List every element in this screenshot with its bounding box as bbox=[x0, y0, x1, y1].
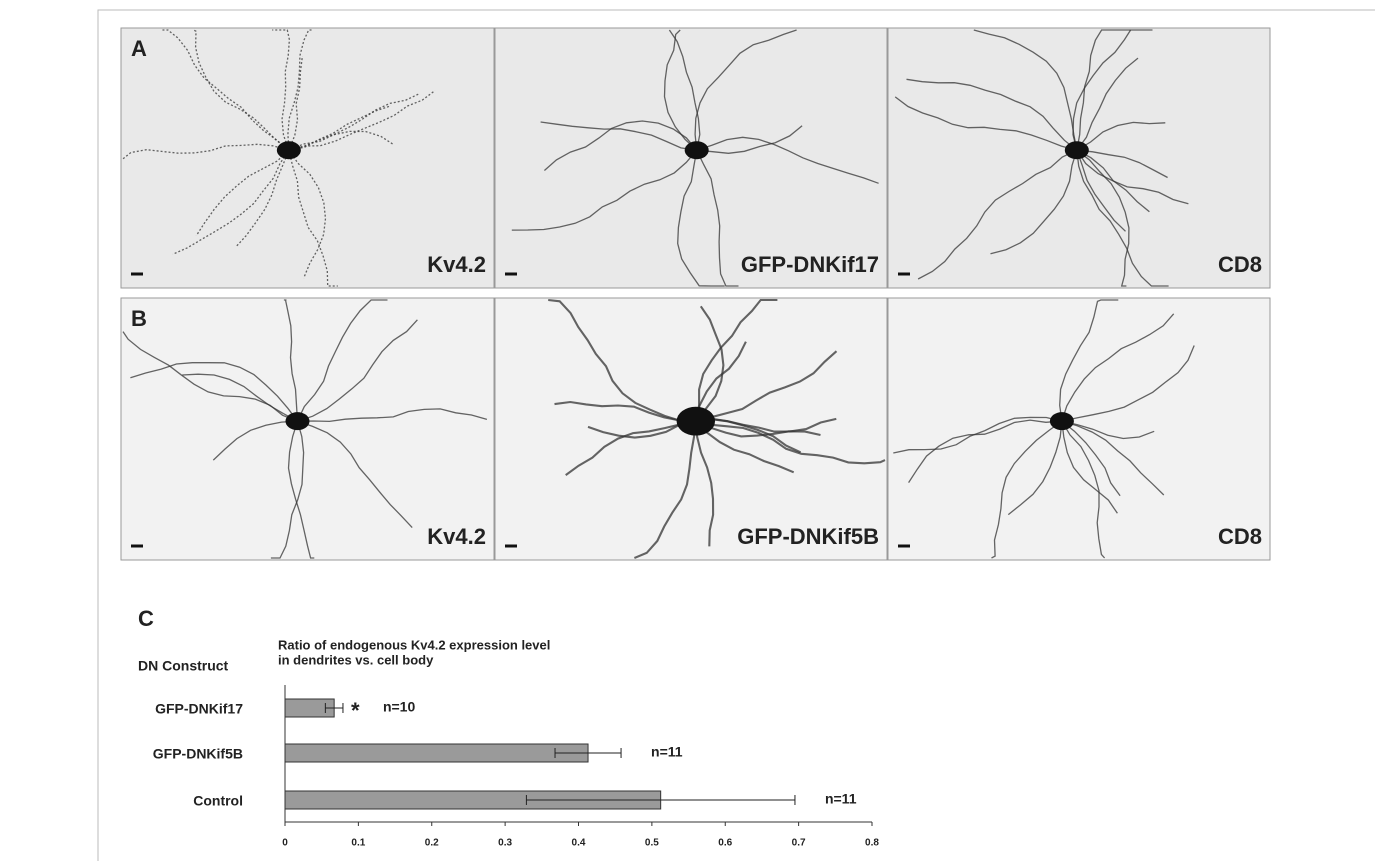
image-label: GFP-DNKif5B bbox=[737, 524, 879, 549]
y-tick-label: GFP-DNKif5B bbox=[153, 746, 243, 762]
cell-body bbox=[685, 141, 709, 159]
n-label: n=11 bbox=[651, 744, 683, 760]
x-tick-label: 0.4 bbox=[572, 838, 586, 849]
image-label: GFP-DNKif17 bbox=[741, 252, 879, 277]
n-label: n=11 bbox=[825, 791, 857, 807]
image-label: Kv4.2 bbox=[427, 252, 486, 277]
micrograph: GFP-DNKif17 bbox=[495, 28, 887, 288]
chart-title: Ratio of endogenous Kv4.2 expression lev… bbox=[278, 637, 550, 652]
x-tick-label: 0 bbox=[282, 838, 288, 849]
chart-title: in dendrites vs. cell body bbox=[278, 652, 434, 667]
cell-body bbox=[277, 141, 301, 159]
figure: Kv4.2 GFP-DNKif17 CD8 A Kv4.2 GFP-DNKif5B CD8 B… bbox=[0, 0, 1375, 861]
micrograph-bg bbox=[121, 298, 494, 560]
image-label: Kv4.2 bbox=[427, 524, 486, 549]
cell-body bbox=[1065, 141, 1089, 159]
micrograph: CD8 bbox=[888, 28, 1270, 288]
significance-label: * bbox=[351, 698, 360, 723]
y-tick-label: Control bbox=[193, 793, 243, 809]
n-label: n=10 bbox=[383, 699, 416, 715]
micrograph-bg bbox=[888, 298, 1270, 560]
micrograph-bg bbox=[121, 28, 494, 288]
micrograph: GFP-DNKif5B bbox=[495, 298, 887, 560]
panel-label: B bbox=[131, 306, 147, 331]
panel-label: C bbox=[138, 606, 154, 631]
x-tick-label: 0.5 bbox=[645, 838, 659, 849]
page: Kv4.2 GFP-DNKif17 CD8 A Kv4.2 GFP-DNKif5B CD8 B… bbox=[0, 0, 1375, 861]
x-tick-label: 0.8 bbox=[865, 838, 879, 849]
image-label: CD8 bbox=[1218, 252, 1262, 277]
y-tick-label: GFP-DNKif17 bbox=[155, 701, 243, 717]
x-tick-label: 0.3 bbox=[498, 838, 512, 849]
x-tick-label: 0.6 bbox=[718, 838, 732, 849]
cell-body bbox=[1050, 412, 1074, 430]
micrograph: CD8 bbox=[888, 298, 1270, 560]
x-tick-label: 0.2 bbox=[425, 838, 439, 849]
x-tick-label: 0.7 bbox=[792, 838, 806, 849]
bar bbox=[285, 744, 588, 762]
image-label: CD8 bbox=[1218, 524, 1262, 549]
y-axis-label: DN Construct bbox=[138, 658, 229, 674]
x-tick-label: 0.1 bbox=[351, 838, 365, 849]
cell-body bbox=[677, 407, 715, 436]
micrograph: Kv4.2 bbox=[121, 28, 494, 288]
micrograph: Kv4.2 bbox=[121, 298, 494, 560]
cell-body bbox=[285, 412, 309, 430]
panel-label: A bbox=[131, 36, 147, 61]
